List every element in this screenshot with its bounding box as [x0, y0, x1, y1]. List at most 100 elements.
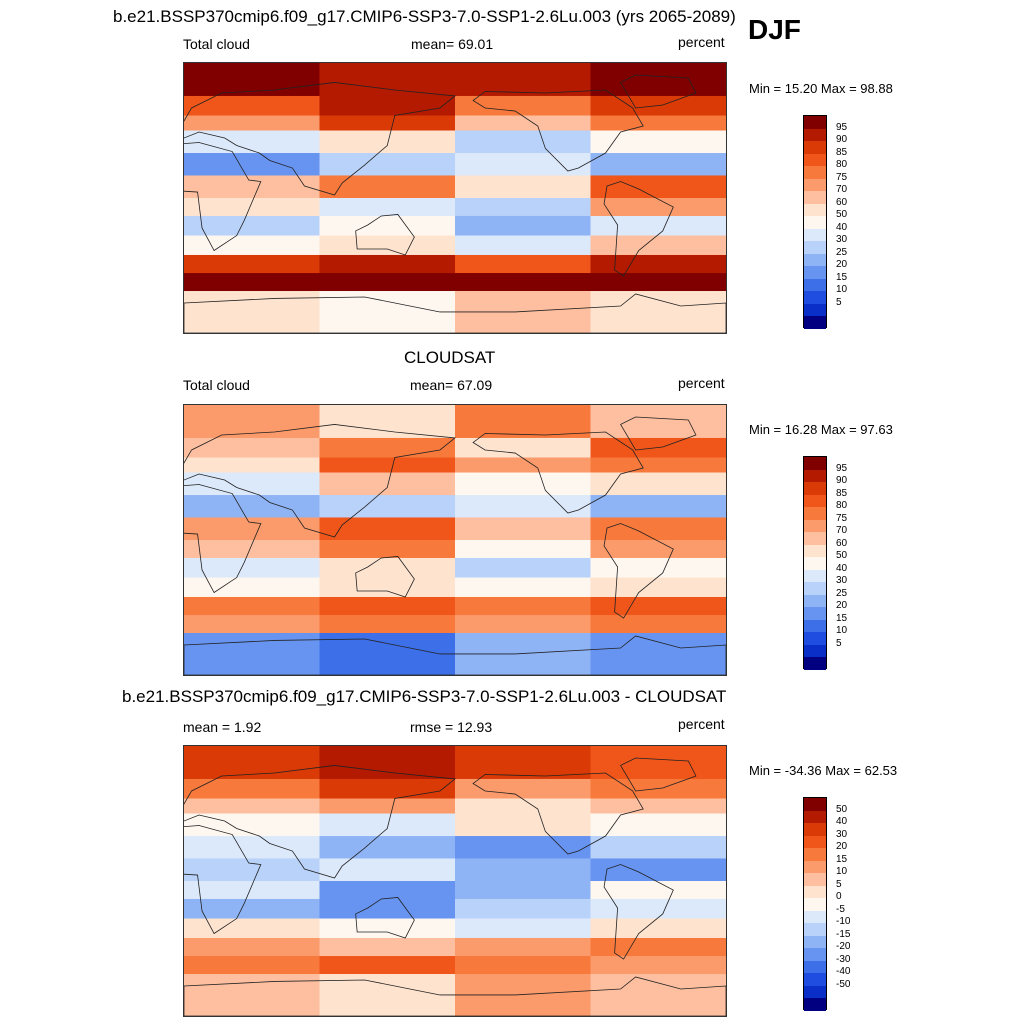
field-cell — [184, 836, 320, 860]
colorbar-swatch — [804, 532, 826, 546]
field-cell — [590, 291, 726, 333]
field-cell — [184, 974, 320, 1016]
panel-3-colorbar — [803, 797, 827, 1012]
field-cell — [184, 881, 320, 900]
field-cell — [455, 615, 591, 634]
field-cell — [590, 956, 726, 975]
field-cell — [590, 746, 726, 780]
colorbar-tick-label: 40 — [836, 562, 848, 574]
colorbar-swatch — [804, 898, 826, 912]
field-cell — [184, 198, 320, 217]
coastline — [472, 772, 644, 855]
field-cell — [184, 495, 320, 519]
field-cell — [184, 517, 320, 541]
panel-1-left-label: Total cloud — [183, 36, 250, 52]
colorbar-tick-label: -10 — [836, 916, 851, 928]
coastline — [603, 864, 674, 960]
panel-1-colorbar — [803, 115, 827, 330]
field-cell — [455, 405, 591, 439]
field-cell — [319, 175, 456, 199]
field-cell — [455, 517, 591, 541]
field-cell — [319, 577, 456, 598]
colorbar-swatch — [804, 835, 826, 849]
field-cell — [319, 254, 456, 274]
field-cell — [590, 836, 726, 860]
colorbar-swatch — [804, 469, 826, 483]
field-cell — [184, 615, 320, 634]
coastline — [472, 89, 644, 172]
field-cell — [590, 540, 726, 559]
colorbar-swatch — [804, 141, 826, 155]
field-cell — [455, 153, 591, 177]
coastline — [184, 293, 726, 333]
colorbar-tick-label: 25 — [836, 246, 848, 258]
field-cell — [319, 235, 456, 256]
field-cell — [319, 615, 456, 634]
field-cell — [590, 472, 726, 496]
panel-2-map-svg — [184, 405, 726, 675]
field-cell — [590, 918, 726, 939]
colorbar-swatch — [804, 885, 826, 899]
field-cell — [455, 858, 591, 882]
panel-1-map-svg — [184, 63, 726, 333]
colorbar-tick-label: 95 — [836, 121, 848, 133]
field-cell — [455, 95, 591, 116]
colorbar-tick-label: 60 — [836, 196, 848, 208]
colorbar-swatch — [804, 935, 826, 949]
field-cell — [455, 540, 591, 559]
colorbar-swatch — [804, 582, 826, 596]
field-cell — [455, 813, 591, 837]
field-cell — [184, 813, 320, 837]
field-cell — [455, 881, 591, 900]
panel-1-units-label: percent — [678, 34, 725, 50]
field-cell — [455, 778, 591, 799]
field-cell — [319, 95, 456, 116]
field-cell — [184, 778, 320, 799]
field-cell — [455, 956, 591, 975]
colorbar-swatch — [804, 203, 826, 217]
panel-3-map-svg — [184, 746, 726, 1016]
field-cell — [184, 918, 320, 939]
colorbar-tick-label: -30 — [836, 953, 851, 965]
coastline — [355, 214, 415, 256]
colorbar-swatch — [804, 657, 826, 671]
field-cell — [184, 798, 320, 814]
colorbar-swatch — [804, 216, 826, 230]
field-cell — [590, 577, 726, 598]
field-cell — [590, 115, 726, 131]
field-cell — [590, 457, 726, 473]
field-cell — [590, 615, 726, 634]
field-cell — [590, 517, 726, 541]
field-cell — [455, 273, 591, 292]
panel-2-minmax: Min = 16.28 Max = 97.63 — [749, 422, 893, 437]
field-cell — [590, 215, 726, 236]
colorbar-tick-label: 40 — [836, 221, 848, 233]
field-cell — [590, 254, 726, 274]
colorbar-swatch — [804, 116, 826, 130]
panel-2-units-label: percent — [678, 375, 725, 391]
field-cell — [590, 798, 726, 814]
field-cell — [319, 813, 456, 837]
field-cell — [455, 235, 591, 256]
panel-2-map — [183, 404, 727, 676]
colorbar-swatch — [804, 798, 826, 812]
panel-1-minmax: Min = 15.20 Max = 98.88 — [749, 81, 893, 96]
field-cell — [319, 858, 456, 882]
field-cell — [455, 798, 591, 814]
field-cell — [319, 63, 456, 97]
field-cell — [319, 437, 456, 458]
field-cell — [319, 836, 456, 860]
coastline — [620, 74, 697, 109]
colorbar-tick-label: 30 — [836, 575, 848, 587]
colorbar-swatch — [804, 291, 826, 305]
colorbar-swatch — [804, 607, 826, 621]
colorbar-tick-label: 50 — [836, 803, 848, 815]
field-cell — [455, 596, 591, 616]
field-cell — [455, 437, 591, 458]
colorbar-tick-label: 75 — [836, 171, 848, 183]
field-cell — [319, 517, 456, 541]
field-cell — [184, 858, 320, 882]
field-cell — [590, 273, 726, 292]
colorbar-tick-label: 40 — [836, 816, 848, 828]
colorbar-swatch — [804, 960, 826, 974]
